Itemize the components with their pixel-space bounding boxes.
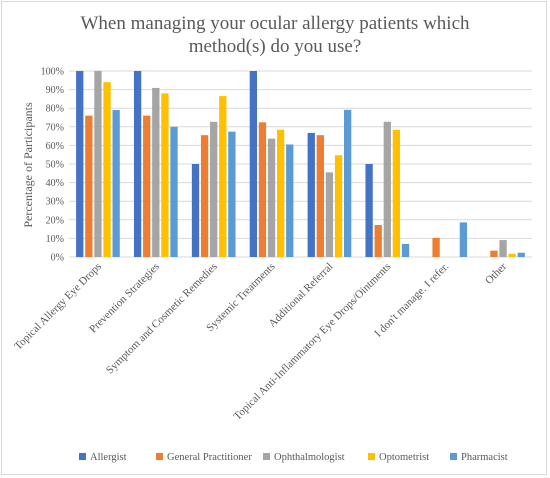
bar: [112, 110, 120, 257]
bar: [258, 122, 267, 257]
legend-label: General Practitioner: [167, 452, 252, 463]
chart-title-line-2: method(s) do you use?: [189, 36, 362, 57]
legend-swatch: [156, 453, 163, 460]
bar: [200, 135, 209, 257]
bar: [103, 82, 111, 257]
bar: [383, 121, 391, 257]
bar: [286, 144, 294, 257]
bar: [325, 172, 334, 257]
y-tick-label: 60%: [46, 141, 64, 152]
y-tick-label: 40%: [46, 178, 64, 189]
y-tick-label: 90%: [46, 85, 64, 96]
bar: [228, 131, 236, 257]
bar: [170, 126, 178, 257]
bar: [374, 225, 382, 257]
y-tick-label: 30%: [46, 197, 64, 208]
bar: [143, 115, 151, 257]
bar: [76, 71, 84, 257]
bar: [191, 164, 200, 257]
bar: [133, 71, 142, 257]
y-tick-label: 20%: [46, 215, 64, 226]
bar: [249, 71, 258, 257]
legend-item: Optometrist: [368, 452, 429, 463]
x-category-label: Topical Allergy Eye Drops: [12, 261, 104, 353]
chart-title-line-1: When managing your ocular allergy patien…: [80, 13, 470, 34]
bar: [307, 132, 315, 257]
legend-label: Allergist: [90, 452, 127, 463]
legend-label: Pharmacist: [461, 452, 508, 463]
legend-label: Optometrist: [379, 452, 429, 463]
legend-swatch: [263, 453, 270, 460]
legend-label: Ophthalmologist: [274, 452, 345, 463]
legend-swatch: [79, 453, 86, 460]
y-tick-label: 100%: [41, 67, 64, 78]
bar: [490, 250, 498, 257]
y-tick-label: 50%: [46, 160, 64, 171]
bar: [517, 252, 525, 257]
x-category-label: Symptom and Cosmetic Remedies: [104, 261, 220, 377]
legend: Allergist General Practitioner Ophthalmolo…: [79, 452, 508, 463]
bars: [76, 71, 525, 258]
bar: [152, 87, 160, 258]
legend-swatch: [368, 453, 375, 460]
y-tick-label: 80%: [46, 104, 64, 115]
bar: [267, 138, 276, 257]
legend-swatch: [450, 453, 457, 460]
y-axis-ticks: 0% 10% 20% 30% 40% 50% 60% 70% 80% 90% 100%: [41, 67, 64, 264]
legend-item: Allergist: [79, 452, 127, 463]
bar: [392, 129, 401, 257]
x-category-label: Other: [483, 260, 509, 286]
bar: [334, 155, 343, 257]
legend-item: Ophthalmologist: [263, 452, 345, 463]
bar: [85, 115, 93, 257]
bar: [316, 135, 324, 257]
y-axis-title: Percentage of Participants: [21, 102, 35, 228]
bar: [343, 109, 352, 258]
legend-item: General Practitioner: [156, 452, 252, 463]
bar: [277, 129, 285, 257]
bar: [459, 222, 468, 257]
bar: [219, 96, 227, 257]
bar: [401, 243, 410, 257]
y-tick-label: 10%: [46, 234, 64, 245]
y-tick-label: 70%: [46, 122, 64, 133]
bar: [499, 240, 507, 257]
bar: [94, 71, 102, 257]
bar: [210, 121, 218, 257]
bar: [365, 164, 373, 257]
bar: [508, 253, 516, 257]
legend-item: Pharmacist: [450, 452, 508, 463]
bar: [432, 237, 440, 257]
bar: [161, 93, 169, 257]
y-tick-label: 0%: [51, 253, 64, 264]
